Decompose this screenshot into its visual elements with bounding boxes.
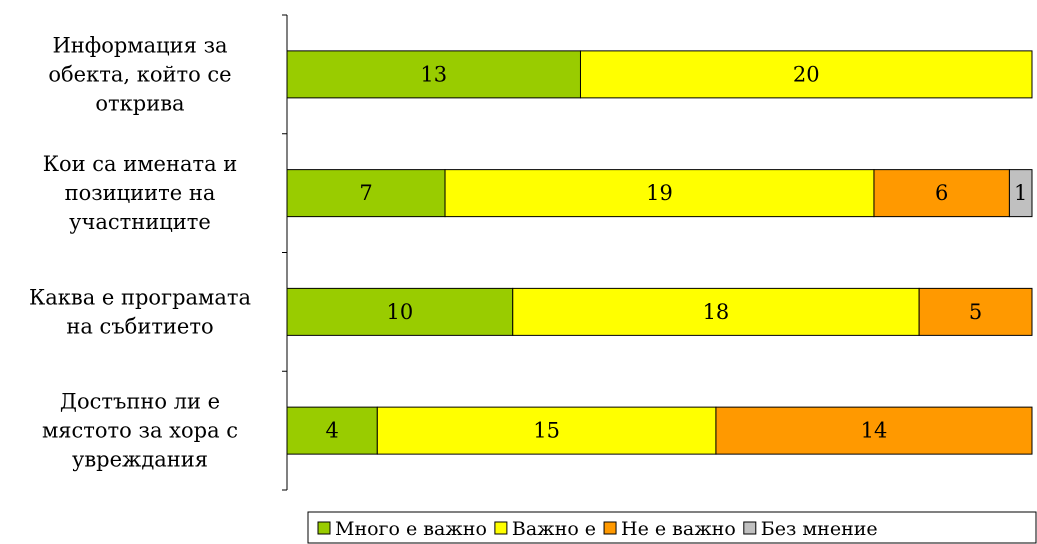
bar-segment <box>579 50 1033 99</box>
category-label-line: на събитието <box>66 314 213 338</box>
legend-box <box>307 511 1037 544</box>
legend-swatch <box>603 521 617 535</box>
data-label: 18 <box>703 300 730 324</box>
data-label: 20 <box>793 62 820 86</box>
data-label: 6 <box>935 181 948 205</box>
category-label: Кои са имената и позициите на участниците <box>43 152 238 234</box>
legend: Много е важно Важно е Не е важно Без мнение <box>307 511 1037 544</box>
y-axis <box>282 14 288 491</box>
data-label: 1 <box>1014 181 1027 205</box>
category-label: Каква е програмата на събитието <box>29 285 251 338</box>
bar-segment <box>1008 169 1033 218</box>
data-label: 7 <box>359 181 372 205</box>
data-label: 4 <box>325 419 338 443</box>
data-label: 19 <box>646 181 673 205</box>
category-label: Достъпно ли е мястото за хора с увреждания <box>42 390 238 472</box>
category-label-line: Кои са имената и <box>43 152 238 176</box>
bars: 13 20 7 19 6 1 10 18 5 4 15 14 <box>286 50 1033 455</box>
legend-entry: Не е важно <box>621 518 736 540</box>
data-label: 14 <box>861 419 888 443</box>
category-label-line: обекта, който се <box>48 62 231 86</box>
data-label: 15 <box>533 419 560 443</box>
legend-entry: Много е важно <box>335 518 487 540</box>
category-label-line: мястото за хора с <box>42 419 238 443</box>
data-label: 5 <box>969 300 982 324</box>
category-label-line: увреждания <box>72 448 208 472</box>
category-label-line: позициите на <box>65 181 216 205</box>
category-label-line: Каква е програмата <box>29 285 251 309</box>
legend-entry: Важно е <box>512 518 596 540</box>
category-label-line: Информация за <box>52 33 227 57</box>
legend-swatch <box>317 521 331 535</box>
bar-segment <box>286 50 581 99</box>
bar-segment <box>444 169 875 218</box>
category-label-line: Достъпно ли е <box>60 390 220 414</box>
category-label: Информация за обекта, който се открива <box>48 33 231 115</box>
bar-segment <box>286 169 446 218</box>
data-label: 10 <box>387 300 414 324</box>
bar-segment <box>918 287 1033 336</box>
bar-segment <box>873 169 1010 218</box>
bar-segment <box>376 406 717 455</box>
category-label-line: открива <box>95 91 184 115</box>
category-label-line: участниците <box>69 210 211 234</box>
legend-swatch <box>743 521 757 535</box>
data-label: 13 <box>420 62 447 86</box>
legend-swatch <box>494 521 508 535</box>
legend-entry: Без мнение <box>761 518 878 540</box>
bar-segment <box>715 406 1033 455</box>
category-labels: Информация за обекта, който се открива Кои … <box>29 33 251 471</box>
bar-segment <box>286 287 514 336</box>
bar-segment <box>512 287 920 336</box>
